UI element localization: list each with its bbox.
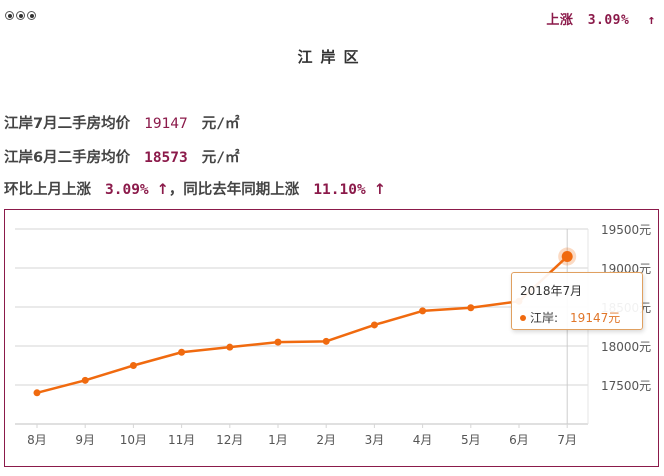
stat-value: 19147 — [144, 116, 188, 132]
data-point — [178, 348, 186, 356]
series-dot-icon — [520, 314, 526, 321]
change-label: 上涨 — [546, 13, 574, 28]
data-point — [370, 321, 378, 329]
x-tick-label: 11月 — [168, 433, 195, 447]
y-tick-label: 17500元 — [601, 379, 651, 393]
yoy-label: ，同比去年同期上涨 — [168, 182, 300, 198]
x-tick-label: 3月 — [365, 433, 385, 447]
stat-june: 江岸6月二手房均价 18573 元/㎡ — [4, 146, 239, 167]
stat-value: 18573 — [144, 150, 188, 166]
dot-icon — [27, 11, 36, 20]
decorative-dots — [5, 11, 36, 20]
x-tick-label: 9月 — [75, 433, 95, 447]
tooltip-date: 2018年7月 — [520, 284, 583, 298]
up-arrow-icon: ↑ — [156, 182, 169, 198]
highlight-point — [561, 251, 573, 263]
mom-value: 3.09% — [105, 182, 149, 198]
yoy-value: 11.10% — [313, 182, 366, 198]
y-tick-label: 19500元 — [601, 223, 651, 237]
stat-growth: 环比上月上涨 3.09% ↑，同比去年同期上涨 11.10% ↑ — [4, 178, 386, 199]
data-point — [467, 304, 475, 312]
data-point — [81, 376, 89, 384]
stat-label: 江岸6月二手房均价 — [4, 150, 131, 166]
series-line — [36, 255, 569, 395]
page-title: 江岸区 — [297, 48, 367, 66]
x-tick-label: 6月 — [509, 433, 529, 447]
x-tick-label: 8月 — [27, 433, 47, 447]
data-point — [33, 389, 41, 397]
x-tick-label: 5月 — [461, 433, 481, 447]
dot-icon — [16, 11, 25, 20]
x-tick-label: 4月 — [413, 433, 433, 447]
tooltip-value: 19147元 — [570, 311, 621, 325]
data-point — [129, 362, 137, 369]
data-point — [226, 343, 234, 351]
stat-label: 江岸7月二手房均价 — [4, 116, 131, 132]
up-arrow-icon: ↑ — [647, 13, 656, 28]
mom-label: 环比上月上涨 — [4, 182, 91, 198]
change-value: 3.09% — [587, 13, 630, 28]
data-point — [322, 337, 330, 345]
data-point — [274, 338, 282, 346]
up-arrow-icon: ↑ — [373, 182, 386, 198]
x-tick-label: 1月 — [268, 433, 288, 447]
stat-unit: 元/㎡ — [201, 116, 240, 132]
tooltip-series: 江岸: — [530, 311, 559, 325]
x-tick-label: 7月 — [557, 433, 577, 447]
x-tick-label: 2月 — [316, 433, 336, 447]
stat-unit: 元/㎡ — [201, 150, 240, 166]
dot-icon — [5, 11, 14, 20]
x-tick-label: 10月 — [120, 433, 147, 447]
chart-frame — [4, 209, 659, 467]
change-badge: 上涨 3.09% ↑ — [546, 9, 656, 28]
chart-tooltip: 2018年7月 江岸: 19147元 — [511, 272, 643, 330]
x-tick-label: 12月 — [216, 433, 243, 447]
data-point — [419, 307, 427, 315]
stat-july: 江岸7月二手房均价 19147 元/㎡ — [4, 112, 239, 133]
y-tick-label: 18000元 — [601, 340, 651, 354]
